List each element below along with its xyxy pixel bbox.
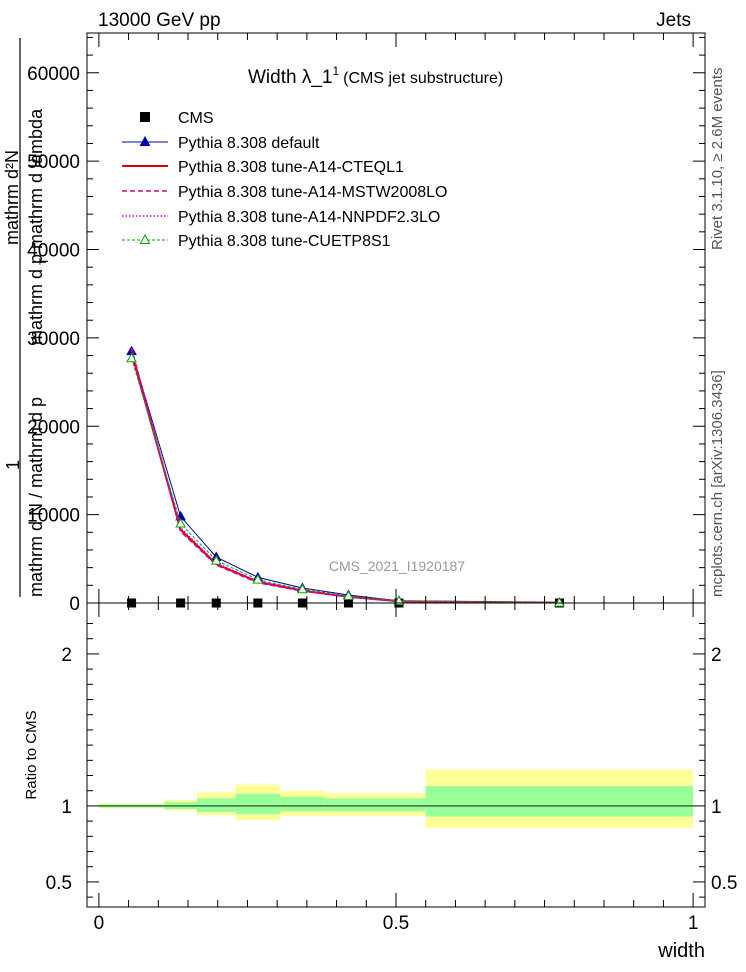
y-label-numerator-a: mathrm d²N	[2, 150, 22, 245]
x-tick-label-0: 0	[94, 913, 105, 934]
ratio-ytick-label-right-2: 2	[711, 645, 722, 666]
legend: CMS Pythia 8.308 default Pythia 8.308 tune…	[122, 110, 447, 250]
ratio-band-inner-3	[235, 793, 281, 815]
legend-label-mstw: Pythia 8.308 tune-A14-MSTW2008LO	[178, 184, 447, 201]
series-marker-cuetp8s1-7	[554, 597, 565, 607]
mcplots-label: mcplots.cern.ch [arXiv:1306.3436]	[709, 370, 726, 597]
ratio-ytick-label-left-1: 1	[61, 797, 72, 818]
x-tick-label-1: 1	[688, 913, 699, 934]
main-ytick-label-30000: 30000	[27, 329, 80, 350]
y-axis-label: 1 mathrm d N / mathrm d p mathrm d²N mat…	[2, 38, 51, 597]
ratio-band-inner-2	[196, 798, 236, 812]
legend-marker-cuetp8s1	[139, 233, 151, 244]
series-marker-cuetp8s1-0	[126, 352, 137, 363]
ratio-band-inner-5	[324, 798, 426, 812]
main-ytick-label-20000: 20000	[27, 417, 80, 438]
axis-ticks: 0 10000 20000 30000 40000 50000 60000 0 0.5 1 0.5 0…	[27, 33, 737, 934]
main-ytick-label-60000: 60000	[27, 64, 80, 85]
legend-marker-cms	[140, 112, 150, 122]
y-label-numerator-b: mathrm d p mathrm d lambda	[26, 108, 46, 345]
legend-label-cteql1: Pythia 8.308 tune-A14-CTEQL1	[178, 159, 404, 176]
chart-title-sup: 1	[332, 64, 339, 78]
legend-marker-default	[139, 135, 151, 146]
ratio-ytick-label-right-1: 1	[711, 797, 722, 818]
chart-title-main: Width λ_1	[248, 67, 332, 88]
ratio-band-inner-6	[425, 786, 694, 817]
legend-label-cms: CMS	[178, 110, 214, 127]
header-jets: Jets	[656, 10, 691, 31]
ratio-ytick-label-left-2: 2	[61, 645, 72, 666]
x-tick-label-0.5: 0.5	[383, 913, 409, 934]
legend-label-nnpdf: Pythia 8.308 tune-A14-NNPDF2.3LO	[178, 209, 440, 226]
series-marker-cuetp8s1-5	[343, 590, 354, 600]
analysis-watermark: CMS_2021_I1920187	[329, 558, 465, 574]
legend-label-default: Pythia 8.308 default	[178, 135, 320, 152]
main-ytick-label-40000: 40000	[27, 241, 80, 262]
y-label-denominator: mathrm d N / mathrm d p	[26, 397, 46, 597]
x-axis-label: width	[657, 940, 705, 962]
main-ytick-label-50000: 50000	[27, 152, 80, 173]
series-line-nnpdf	[130, 350, 560, 604]
rivet-label: Rivet 3.1.10, ≥ 2.6M events	[709, 68, 726, 251]
ratio-ytick-label-right-0.5: 0.5	[711, 873, 737, 894]
chart-title-sub: (CMS jet substructure)	[343, 70, 503, 87]
ratio-ytick-label-left-0.5: 0.5	[46, 873, 72, 894]
main-ytick-label-10000: 10000	[27, 506, 80, 527]
series-marker-cuetp8s1-2	[210, 555, 222, 565]
header-energy: 13000 GeV pp	[98, 10, 221, 31]
ratio-axis-label: Ratio to CMS	[23, 710, 40, 799]
ratio-band-inner-4	[280, 796, 325, 812]
legend-label-cuetp8s1: Pythia 8.308 tune-CUETP8S1	[178, 233, 391, 250]
y-label-one: 1	[3, 460, 23, 470]
series-line-cuetp8s1	[131, 358, 560, 604]
chart-title: Width λ_11 (CMS jet substructure)	[248, 64, 503, 88]
ratio-bands	[98, 769, 694, 828]
series-marker-cuetp8s1-3	[252, 574, 264, 584]
series-marker-cuetp8s1-1	[175, 517, 186, 528]
series-marker-cuetp8s1-4	[297, 583, 308, 594]
y-label-t-sub: T	[37, 257, 51, 265]
main-ytick-label-0: 0	[69, 594, 80, 615]
ratio-frame	[86, 602, 706, 908]
